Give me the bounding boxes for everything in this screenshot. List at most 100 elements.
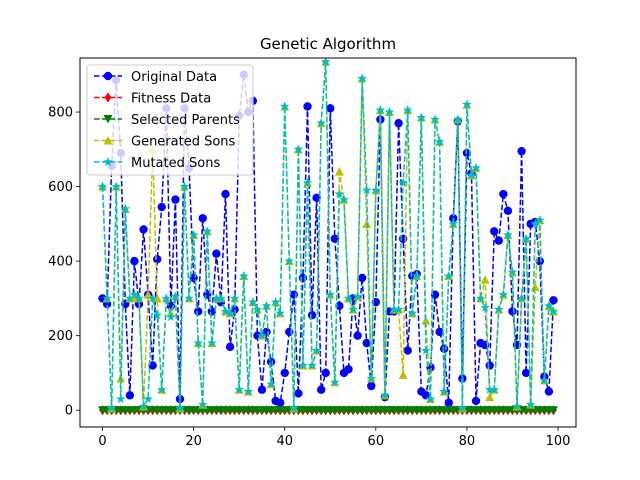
data-point-mutated-sons bbox=[120, 203, 131, 213]
data-point-original-data bbox=[357, 273, 367, 283]
data-point-mutated-sons bbox=[448, 218, 459, 228]
chart-title: Genetic Algorithm bbox=[260, 35, 396, 53]
data-point-mutated-sons bbox=[412, 271, 422, 281]
data-point-original-data bbox=[394, 119, 403, 128]
data-point-mutated-sons bbox=[453, 114, 463, 124]
data-point-mutated-sons bbox=[430, 114, 440, 124]
data-point-mutated-sons bbox=[361, 185, 372, 195]
data-point-mutated-sons bbox=[152, 310, 162, 320]
data-point-mutated-sons bbox=[525, 399, 536, 409]
data-point-selected-parents bbox=[548, 406, 558, 415]
x-tick-label: 100 bbox=[546, 434, 571, 449]
data-point-mutated-sons bbox=[471, 162, 481, 172]
data-point-mutated-sons bbox=[166, 312, 176, 322]
data-point-mutated-sons bbox=[320, 58, 331, 66]
data-point-mutated-sons bbox=[357, 73, 367, 83]
data-point-mutated-sons bbox=[261, 300, 272, 310]
data-point-original-data bbox=[494, 236, 503, 245]
legend-marker-selected-parents bbox=[103, 115, 113, 124]
legend-box bbox=[86, 64, 254, 176]
data-point-generated-sons bbox=[362, 219, 372, 228]
data-point-original-data bbox=[499, 189, 508, 199]
data-point-mutated-sons bbox=[111, 181, 121, 191]
data-point-mutated-sons bbox=[484, 384, 495, 394]
data-point-mutated-sons bbox=[311, 345, 322, 355]
data-point-original-data bbox=[221, 189, 230, 199]
data-point-original-data bbox=[435, 327, 444, 337]
legend-marker-original-data bbox=[103, 71, 113, 81]
data-point-mutated-sons bbox=[157, 384, 167, 394]
data-point-mutated-sons bbox=[398, 177, 408, 187]
data-point-original-data bbox=[344, 365, 353, 374]
data-point-mutated-sons bbox=[161, 293, 172, 303]
data-point-original-data bbox=[353, 331, 362, 340]
data-point-mutated-sons bbox=[102, 293, 112, 303]
data-point-mutated-sons bbox=[279, 101, 290, 111]
data-point-mutated-sons bbox=[266, 379, 276, 389]
data-point-mutated-sons bbox=[334, 189, 345, 199]
data-point-mutated-sons bbox=[179, 181, 190, 191]
legend-label: Mutated Sons bbox=[131, 156, 220, 171]
data-point-mutated-sons bbox=[207, 338, 217, 348]
data-point-mutated-sons bbox=[116, 394, 126, 404]
data-point-mutated-sons bbox=[97, 181, 108, 191]
data-point-original-data bbox=[362, 338, 371, 348]
data-point-mutated-sons bbox=[234, 384, 244, 394]
data-point-mutated-sons bbox=[521, 233, 531, 243]
data-point-mutated-sons bbox=[175, 403, 185, 413]
series-mutated-sons bbox=[97, 58, 559, 413]
data-point-original-data bbox=[171, 195, 180, 204]
y-tick-label: 0 bbox=[65, 404, 73, 419]
legend-entry-mutated-sons: Mutated Sons bbox=[94, 156, 220, 171]
data-point-mutated-sons bbox=[416, 112, 427, 122]
legend-entry-generated-sons: Generated Sons bbox=[94, 135, 236, 150]
data-point-original-data bbox=[471, 396, 481, 406]
data-point-mutated-sons bbox=[434, 136, 445, 146]
data-point-mutated-sons bbox=[544, 300, 554, 310]
data-point-mutated-sons bbox=[134, 293, 144, 303]
legend-label: Selected Parents bbox=[131, 113, 240, 128]
legend-entry-selected-parents: Selected Parents bbox=[94, 113, 240, 128]
data-point-mutated-sons bbox=[202, 226, 213, 236]
data-point-mutated-sons bbox=[380, 390, 390, 400]
data-point-mutated-sons bbox=[389, 304, 399, 314]
y-axis: 0 200 400 600 800 bbox=[48, 106, 80, 419]
data-point-original-data bbox=[312, 193, 321, 202]
data-point-mutated-sons bbox=[293, 144, 304, 154]
data-point-original-data bbox=[130, 256, 139, 266]
data-point-original-data bbox=[193, 307, 203, 316]
data-point-mutated-sons bbox=[443, 271, 454, 281]
y-tick-label: 800 bbox=[48, 106, 73, 121]
legend-label: Fitness Data bbox=[131, 92, 211, 107]
data-point-mutated-sons bbox=[289, 403, 299, 413]
data-point-generated-sons bbox=[398, 370, 408, 379]
x-tick-label: 0 bbox=[98, 434, 106, 449]
data-point-mutated-sons bbox=[384, 107, 395, 117]
data-point-mutated-sons bbox=[371, 185, 381, 195]
data-point-mutated-sons bbox=[421, 345, 431, 355]
data-point-mutated-sons bbox=[339, 194, 349, 204]
data-point-generated-sons bbox=[480, 275, 490, 284]
data-point-mutated-sons bbox=[188, 230, 199, 240]
data-point-original-data bbox=[444, 398, 453, 407]
data-point-mutated-sons bbox=[343, 293, 354, 303]
data-point-mutated-sons bbox=[106, 403, 117, 413]
data-point-mutated-sons bbox=[184, 293, 194, 303]
legend-label: Original Data bbox=[131, 70, 217, 85]
data-point-original-data bbox=[280, 368, 289, 378]
y-tick-label: 200 bbox=[48, 329, 73, 344]
data-point-original-data bbox=[503, 206, 513, 216]
data-point-mutated-sons bbox=[352, 291, 363, 301]
series-selected-parents bbox=[98, 406, 558, 415]
data-point-generated-sons bbox=[143, 290, 153, 299]
x-tick-label: 40 bbox=[276, 434, 293, 449]
data-point-mutated-sons bbox=[129, 289, 140, 299]
legend-marker-fitness-data bbox=[104, 92, 112, 103]
data-point-mutated-sons bbox=[503, 230, 513, 240]
data-point-original-data bbox=[321, 368, 330, 378]
data-point-mutated-sons bbox=[252, 304, 263, 314]
data-point-original-data bbox=[148, 361, 157, 370]
data-point-mutated-sons bbox=[193, 338, 203, 348]
data-point-original-data bbox=[485, 361, 494, 370]
data-point-original-data bbox=[225, 342, 235, 352]
